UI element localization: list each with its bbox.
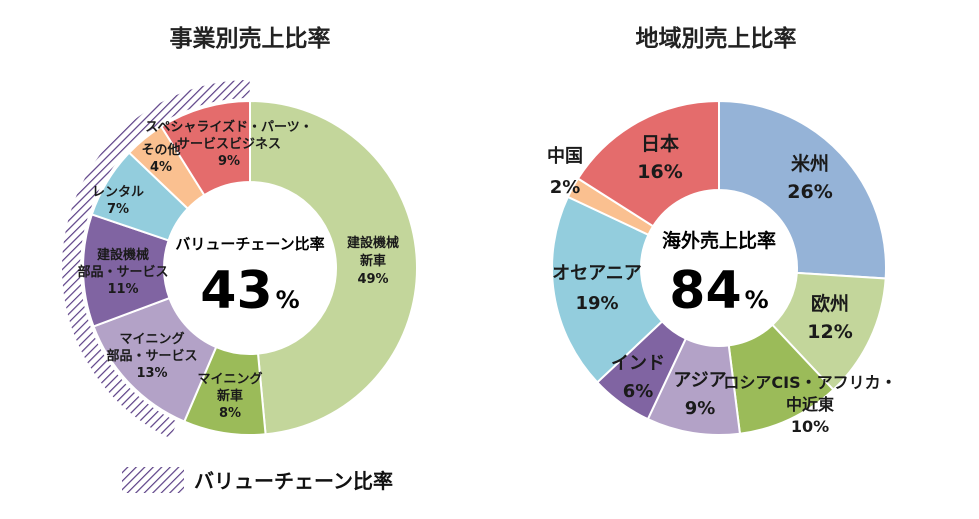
chart-1-center-value: 43 [200,261,272,321]
slice-percent-label: 7% [107,202,129,217]
chart-1-center-label: バリューチェーン比率 [175,235,324,253]
chart-2-center-figure: 84% [669,261,768,321]
legend-label: バリューチェーン比率 [194,469,393,493]
slice-percent-label: 6% [623,381,654,402]
chart-1-slices [82,99,418,436]
slice-name-label: 中近東 [786,395,834,414]
slice-percent-label: 13% [136,366,167,381]
slice-percent-label: 10% [791,417,829,436]
legend-hatch-swatch [122,467,184,493]
slice-name-label: アジア [673,370,726,391]
slice-percent-label: 12% [807,321,852,343]
slice-name-label: ロシアCIS・アフリカ・ [723,373,896,392]
chart-2-slice-1-label: 米州 26% [787,152,832,203]
chart-1-slice-1-label: 建設機械新車 49% [347,235,399,287]
slice-name-label: 欧州 [811,292,849,315]
chart-2-slice-8 [576,99,720,228]
slice-name-label: スペシャライズド・パーツ・ [145,119,312,135]
chart-2-center-label: 海外売上比率 [662,229,776,252]
slice-percent-label: 19% [575,293,618,314]
slice-percent-label: 9% [685,398,716,419]
slice-percent-label: 11% [107,282,138,297]
chart-2-slices [551,99,887,436]
slice-percent-label: 2% [550,177,581,198]
chart-1-slice-6-label: その他 4% [141,142,180,175]
slice-percent-label: 26% [787,181,832,203]
chart-1-slice-4-label: 建設機械部品・サービス 11% [77,247,168,297]
slice-name-label: 日本 [641,132,679,155]
slice-name-label: 部品・サービス [106,348,197,364]
chart-2-slice-6-label: オセアニア 19% [552,263,642,314]
slice-percent-label: 9% [218,154,240,169]
slice-name-label: 建設機械 [347,235,399,251]
slice-name-label: 新車 [360,253,386,269]
slice-percent-label: 49% [357,272,388,287]
slice-name-label: 中国 [547,145,583,167]
slice-name-label: 米州 [791,152,829,175]
slice-percent-label: 16% [637,161,682,183]
slice-name-label: マイニング [119,331,184,347]
chart-2-center-value: 84 [669,261,741,321]
value-chain-arc [61,80,250,439]
chart-1-center-figure: 43% [200,261,299,321]
slice-name-label: 部品・サービス [77,264,168,280]
chart-2-labels: 米州 26% 欧州 12% ロシアCIS・アフリカ・中近東 10% アジア 9% インド 6% オセ… [547,132,897,436]
slice-name-label: 建設機械 [97,247,149,263]
value-chain-arc-layer [61,80,250,439]
chart-1-slice-7-label: スペシャライズド・パーツ・サービスビジネス 9% [145,119,312,169]
chart-1-center-unit: % [276,286,300,314]
chart-2-slice-1 [718,99,887,280]
chart-2-slice-7-label: 中国 2% [547,145,583,198]
chart-2-title: 地域別売上比率 [636,25,797,52]
chart-1-slice-5-label: レンタル 7% [92,185,144,217]
slice-percent-label: 8% [219,406,241,421]
chart-2-slice-5-label: インド 6% [611,353,665,402]
chart-1-slice-2-label: マイニング新車 8% [197,371,262,421]
chart-2-center-unit: % [745,286,769,314]
chart-1-labels: 建設機械新車 49%マイニング新車 8%マイニング部品・サービス 13%建設機械部品・… [77,119,399,421]
chart-2-slice-6 [551,195,664,384]
chart-2-slice-8-label: 日本 16% [637,132,682,183]
chart-2-slice-3-label: ロシアCIS・アフリカ・中近東 10% [723,373,896,436]
slice-name-label: レンタル [92,185,144,200]
slice-name-label: サービスビジネス [177,136,281,152]
chart-1-title: 事業別売上比率 [170,25,331,52]
slice-name-label: 新車 [217,388,243,404]
slice-name-label: その他 [141,142,180,158]
chart-1-slice-3-label: マイニング部品・サービス 13% [106,331,197,381]
slice-name-label: オセアニア [552,263,642,284]
chart-1-slice-7 [159,99,251,197]
slice-percent-label: 4% [150,160,172,175]
chart-1-slice-1 [249,99,418,436]
slice-name-label: マイニング [197,371,262,387]
slice-name-label: インド [611,353,665,374]
chart-2-slice-2-label: 欧州 12% [807,292,852,343]
chart-2-slice-4-label: アジア 9% [673,370,726,419]
